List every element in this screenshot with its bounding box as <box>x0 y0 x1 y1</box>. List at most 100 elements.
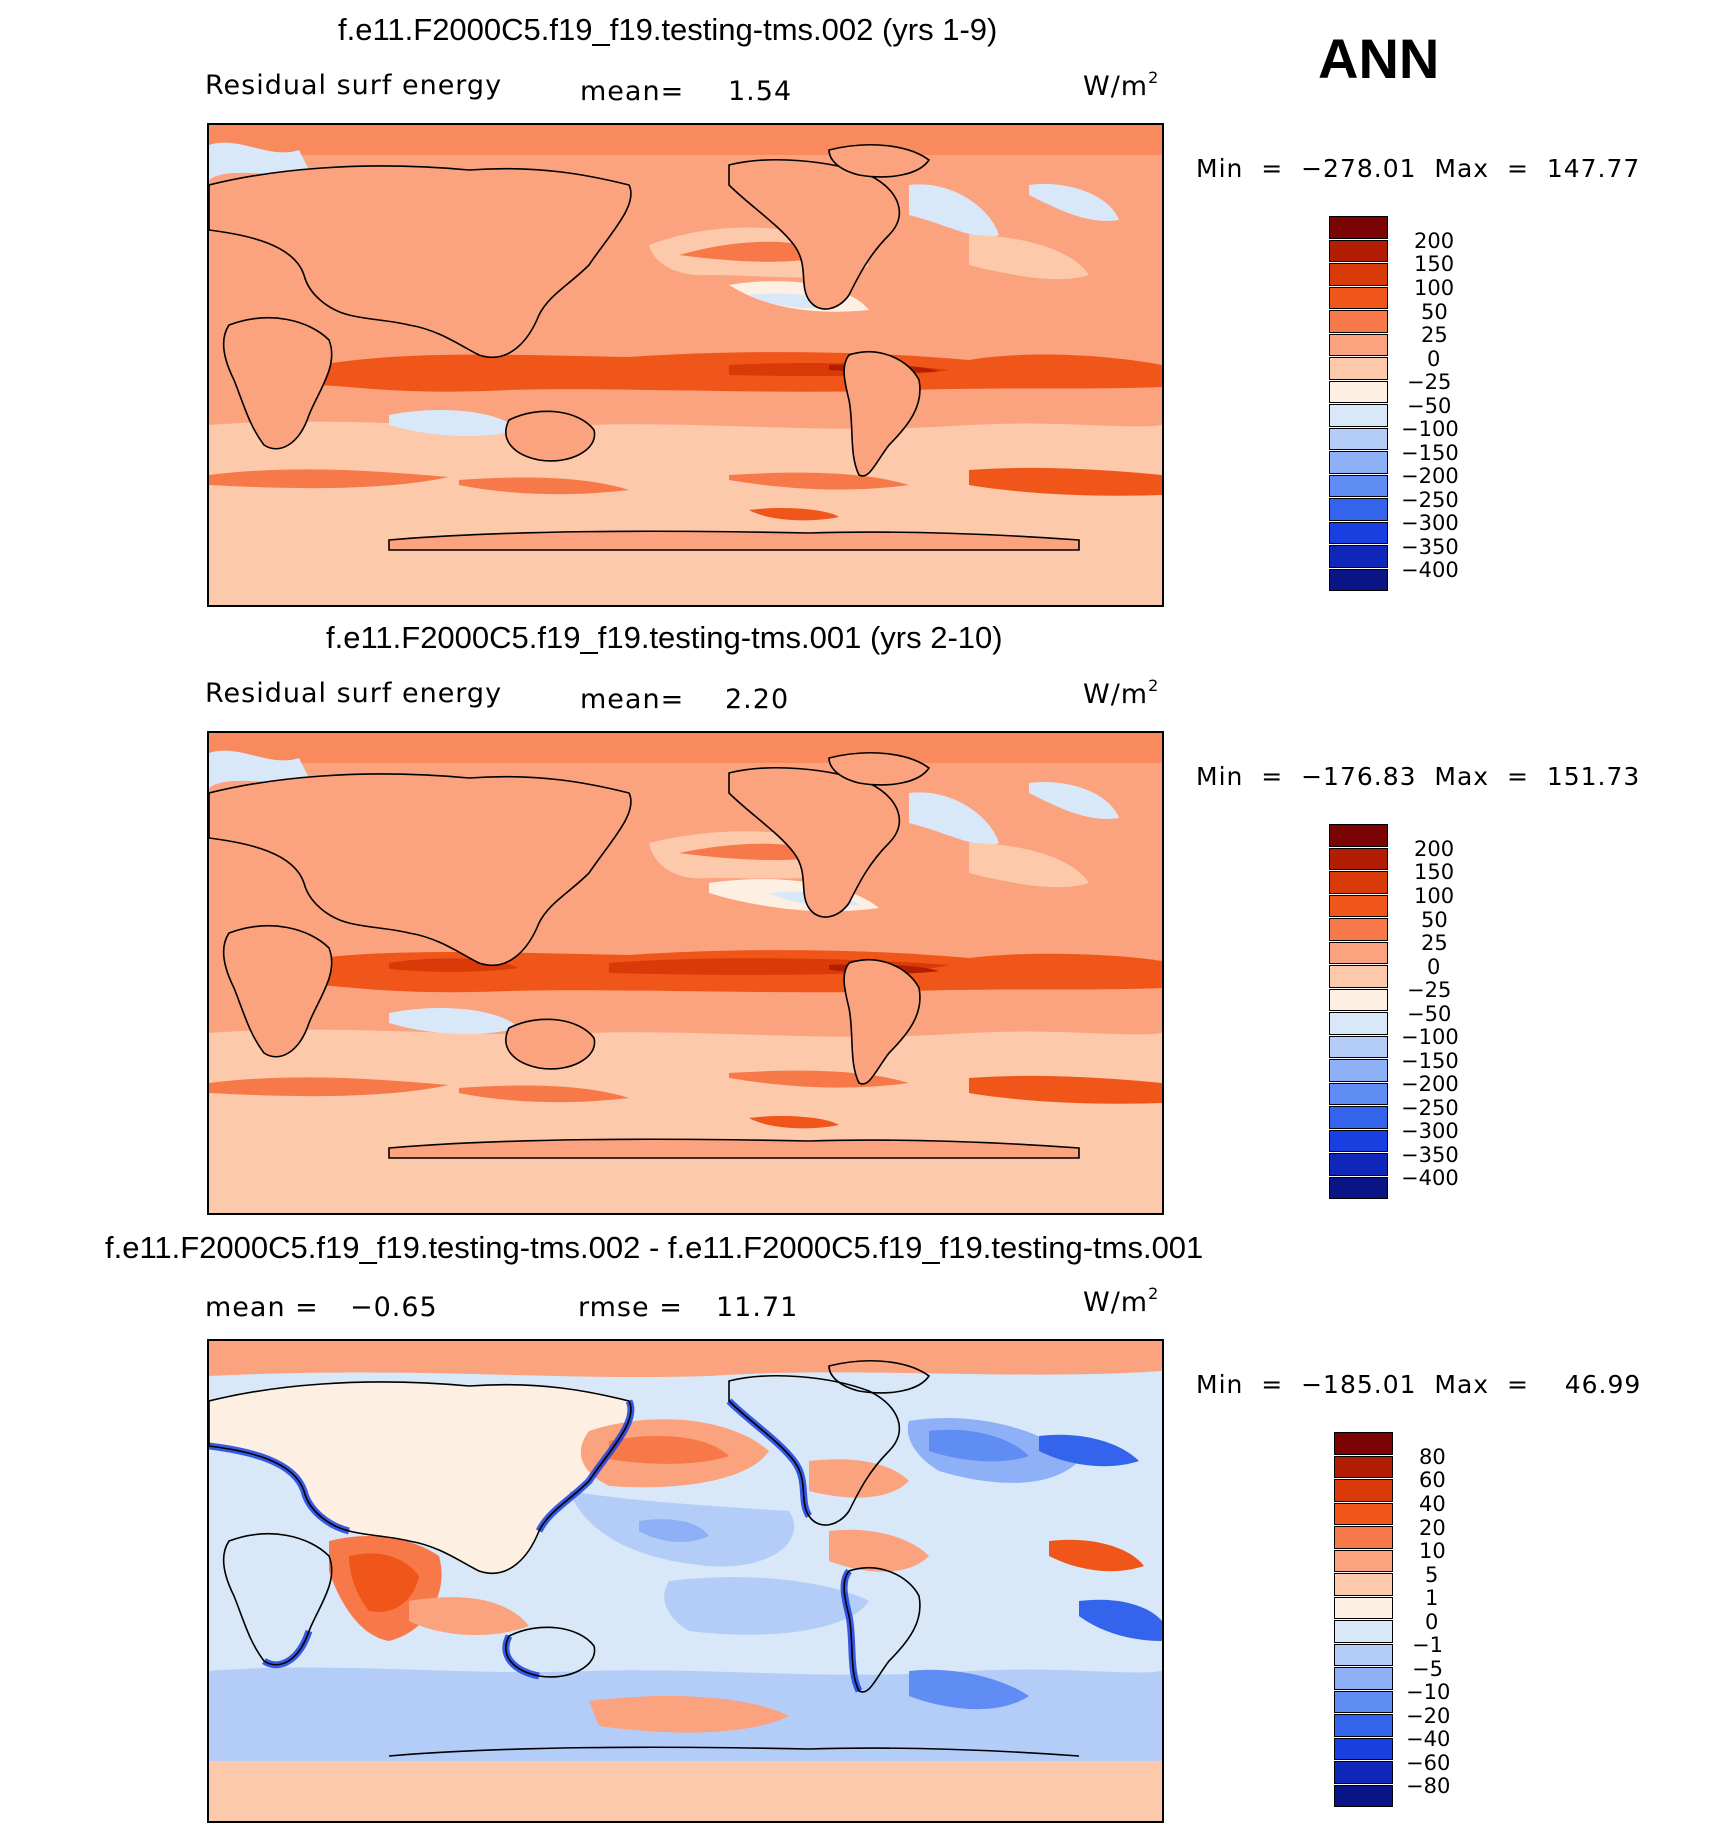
colorbar-swatch <box>1329 988 1388 1012</box>
colorbar-swatch <box>1329 824 1388 847</box>
colorbar-swatch <box>1329 965 1388 988</box>
colorbar-swatch <box>1329 380 1388 404</box>
colorbar-label: 80 <box>1419 1445 1446 1469</box>
season-label: ANN <box>1318 27 1440 90</box>
colorbar-swatch <box>1334 1549 1393 1573</box>
colorbar-label: −350 <box>1401 535 1459 559</box>
colorbar-swatch <box>1329 216 1388 239</box>
colorbar-swatch <box>1329 1176 1388 1200</box>
colorbar-swatch <box>1334 1761 1393 1784</box>
panel1-units: W/m2 <box>1083 68 1160 102</box>
panel2-mean-value: 2.20 <box>725 684 790 715</box>
colorbar-label: 25 <box>1421 323 1448 347</box>
colorbar-label: 1 <box>1425 1586 1439 1610</box>
colorbar-label: 50 <box>1421 908 1448 932</box>
colorbar-swatch <box>1334 1455 1393 1479</box>
colorbar-swatch <box>1329 357 1388 380</box>
panel1-field <box>209 125 1162 605</box>
panel3-minmax: Min = −185.01 Max = 46.99 <box>1196 1370 1642 1399</box>
panel1-mean-label: mean= <box>580 76 685 107</box>
colorbar-swatch <box>1329 847 1388 871</box>
colorbar-swatch <box>1334 1432 1393 1455</box>
colorbar-label: 40 <box>1419 1492 1446 1516</box>
colorbar-swatch <box>1329 1035 1388 1059</box>
colorbar-swatch <box>1329 521 1388 545</box>
colorbar-label: −400 <box>1401 558 1459 582</box>
colorbar-label: −300 <box>1401 1119 1459 1143</box>
colorbar-label: −150 <box>1401 1049 1459 1073</box>
colorbar-swatch <box>1329 451 1388 474</box>
colorbar-label: 100 <box>1414 276 1455 300</box>
panel2-mean-label: mean= <box>580 684 685 715</box>
panel3-mean-value: −0.65 <box>350 1292 438 1323</box>
colorbar-label: 0 <box>1425 1610 1439 1634</box>
colorbar-swatch <box>1329 894 1388 918</box>
colorbar-label: −400 <box>1401 1166 1459 1190</box>
panel1-variable: Residual surf energy <box>205 70 503 101</box>
colorbar-swatch <box>1329 545 1388 568</box>
colorbar-swatch <box>1329 1012 1388 1035</box>
colorbar-label: −60 <box>1406 1751 1451 1775</box>
colorbar-label: −200 <box>1401 464 1459 488</box>
colorbar-swatch <box>1334 1526 1393 1549</box>
colorbar-label: 150 <box>1414 860 1455 884</box>
colorbar-swatch <box>1334 1737 1393 1761</box>
colorbar-label: 60 <box>1419 1468 1446 1492</box>
colorbar-label: −200 <box>1401 1072 1459 1096</box>
colorbar-label: −350 <box>1401 1143 1459 1167</box>
colorbar-swatch <box>1334 1620 1393 1643</box>
panel2-variable: Residual surf energy <box>205 678 503 709</box>
panel2-minmax: Min = −176.83 Max = 151.73 <box>1196 762 1641 791</box>
colorbar-label: 0 <box>1427 955 1441 979</box>
colorbar-swatch <box>1329 427 1388 451</box>
colorbar-label: 50 <box>1421 300 1448 324</box>
panel1-map <box>207 123 1164 607</box>
colorbar-label: −100 <box>1401 1025 1459 1049</box>
colorbar-label: 20 <box>1419 1516 1446 1540</box>
panel2-units: W/m2 <box>1083 676 1160 710</box>
colorbar-swatch <box>1329 263 1388 286</box>
colorbar-swatch <box>1334 1502 1393 1526</box>
colorbar-label: −100 <box>1401 417 1459 441</box>
colorbar-swatch <box>1329 286 1388 310</box>
panel3-units: W/m2 <box>1083 1284 1160 1318</box>
colorbar-swatch <box>1329 1082 1388 1106</box>
colorbar-label: −25 <box>1407 370 1452 394</box>
panel2-map <box>207 731 1164 1215</box>
colorbar-swatch <box>1334 1479 1393 1502</box>
panel3-field <box>209 1341 1162 1821</box>
colorbar-label: −25 <box>1407 978 1452 1002</box>
panel2-title: f.e11.F2000C5.f19_f19.testing-tms.001 (y… <box>326 620 1003 655</box>
colorbar-swatch <box>1334 1784 1393 1808</box>
panel3-mean-label: mean = <box>205 1292 319 1323</box>
colorbar-swatch <box>1329 941 1388 965</box>
colorbar-swatch <box>1329 310 1388 333</box>
colorbar-label: −5 <box>1412 1657 1443 1681</box>
panel2-field <box>209 733 1162 1213</box>
colorbar-label: −50 <box>1407 1002 1452 1026</box>
colorbar-swatch <box>1329 1129 1388 1153</box>
colorbar-swatch <box>1329 474 1388 498</box>
colorbar-swatch <box>1334 1643 1393 1667</box>
colorbar-swatch <box>1329 1153 1388 1176</box>
colorbar-label: 10 <box>1419 1539 1446 1563</box>
colorbar-swatch <box>1329 871 1388 894</box>
colorbar-swatch <box>1329 568 1388 592</box>
colorbar-label: −10 <box>1406 1680 1451 1704</box>
colorbar-swatch <box>1334 1690 1393 1714</box>
colorbar-swatch <box>1334 1667 1393 1690</box>
colorbar-swatch <box>1334 1714 1393 1737</box>
panel3-rmse-label: rmse = <box>578 1292 683 1323</box>
colorbar-label: −40 <box>1406 1727 1451 1751</box>
colorbar-label: 5 <box>1425 1563 1439 1587</box>
colorbar-label: 25 <box>1421 931 1448 955</box>
colorbar-label: −20 <box>1406 1704 1451 1728</box>
panel1-mean-value: 1.54 <box>728 76 793 107</box>
colorbar-label: −300 <box>1401 511 1459 535</box>
colorbar-label: −250 <box>1401 1096 1459 1120</box>
colorbar-swatch <box>1329 404 1388 427</box>
colorbar-label: 0 <box>1427 347 1441 371</box>
colorbar-swatch <box>1329 918 1388 941</box>
colorbar-label: −50 <box>1407 394 1452 418</box>
colorbar-label: 150 <box>1414 252 1455 276</box>
